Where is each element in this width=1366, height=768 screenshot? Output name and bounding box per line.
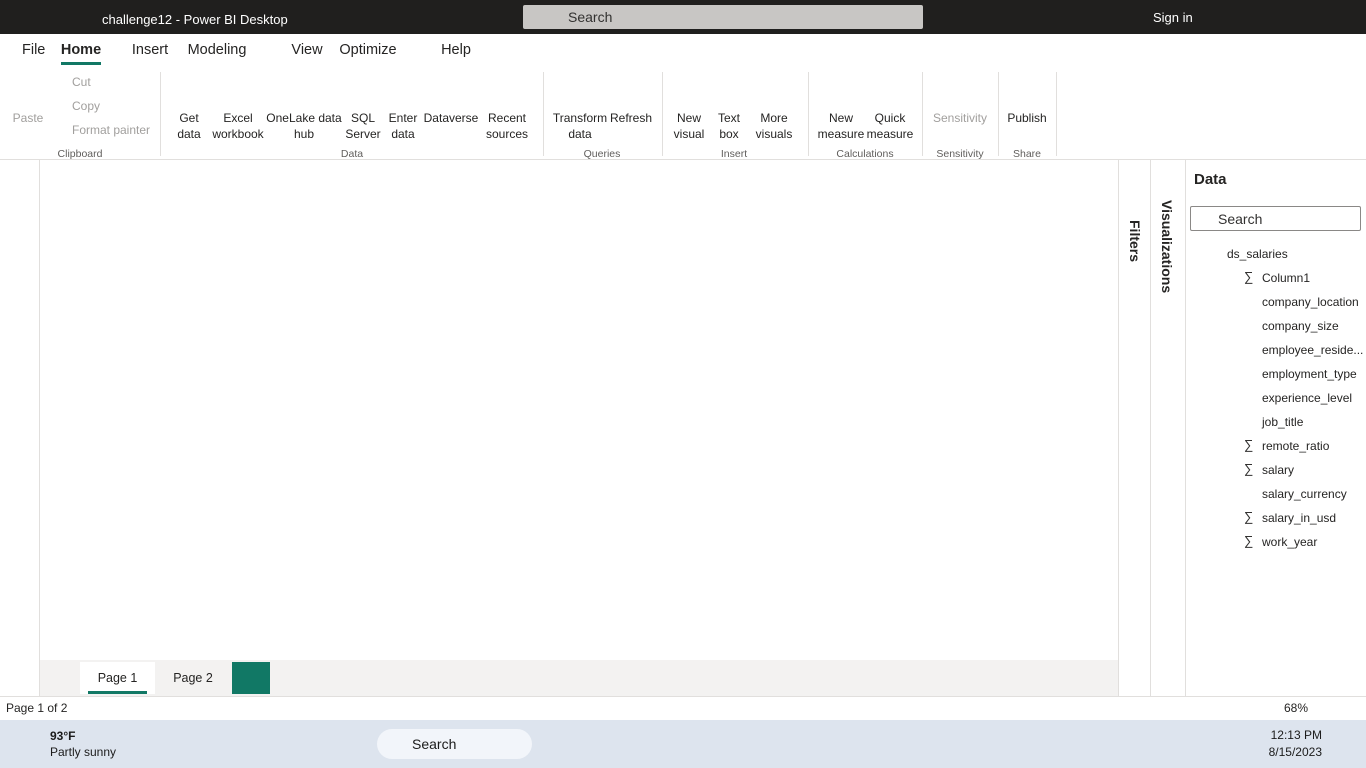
ribbon-separator	[662, 72, 663, 156]
ribbon-button[interactable]: Paste	[12, 111, 44, 125]
ribbon-button[interactable]: Quick measure	[866, 111, 914, 141]
ribbon-button[interactable]: Copy	[72, 99, 101, 113]
ribbon-button[interactable]: New measure	[817, 111, 865, 141]
page-tab-label[interactable]: Page 1	[97, 671, 138, 685]
ribbon-button[interactable]: Get data	[177, 111, 201, 141]
clock-date: 8/15/2023	[1268, 745, 1322, 759]
ribbon-button[interactable]: Refresh	[609, 111, 653, 125]
title-search[interactable]	[523, 5, 923, 29]
menu-item[interactable]: Insert	[131, 42, 169, 58]
field-name[interactable]: employment_type	[1262, 367, 1357, 381]
ribbon	[0, 68, 1366, 160]
field-name[interactable]: job_title	[1262, 415, 1304, 429]
ribbon-button[interactable]: Excel workbook	[212, 111, 264, 141]
field-name[interactable]: experience_level	[1262, 391, 1353, 405]
ribbon-button[interactable]: Publish	[1007, 111, 1047, 125]
ribbon-separator	[1056, 72, 1057, 156]
sum-icon: ∑	[1244, 461, 1254, 476]
active-page-underline	[88, 691, 147, 694]
side-panes	[1118, 160, 1366, 696]
menu-item[interactable]: Modeling	[187, 42, 247, 58]
weather-text: Partly sunny	[50, 745, 117, 759]
ribbon-button[interactable]: New visual	[673, 111, 705, 141]
ribbon-button[interactable]: SQL Server	[345, 111, 381, 141]
ribbon-button[interactable]: Format painter	[72, 123, 151, 137]
field-name[interactable]: work_year	[1262, 535, 1318, 549]
page-tabs-bar	[40, 660, 1118, 696]
menu-item[interactable]: View	[291, 42, 323, 58]
ribbon-group-label: Queries	[583, 148, 621, 160]
ribbon-button[interactable]: Sensitivity	[932, 111, 988, 125]
field-name[interactable]: employee_reside...	[1262, 343, 1364, 357]
sign-in[interactable]: Sign in	[1153, 10, 1193, 25]
data-pane-title: Data	[1194, 171, 1227, 188]
ribbon-group-label: Clipboard	[57, 148, 103, 160]
ribbon-button[interactable]: Transform data	[552, 111, 608, 141]
ribbon-button[interactable]: Text box	[717, 111, 740, 141]
field-name[interactable]: company_size	[1262, 319, 1339, 333]
menu-item[interactable]: File	[22, 42, 46, 58]
ribbon-group-label: Share	[1012, 148, 1042, 160]
ribbon-group-label: Sensitivity	[936, 148, 984, 160]
menu-item[interactable]: Home	[60, 42, 102, 58]
field-name[interactable]: company_location	[1262, 295, 1359, 309]
data-search[interactable]	[1190, 206, 1361, 231]
visualizations-pane-label[interactable]: Visualizations	[1159, 200, 1175, 294]
sum-icon: ∑	[1244, 269, 1254, 284]
clock-time: 12:13 PM	[1270, 728, 1322, 742]
menu-item[interactable]: Optimize	[339, 42, 397, 58]
filters-pane-label vt[interactable]: Filters	[1127, 220, 1143, 263]
weather-temp: 93°F	[50, 729, 76, 743]
ribbon-separator	[543, 72, 544, 156]
new-page[interactable]	[232, 662, 270, 694]
ribbon-separator	[922, 72, 923, 156]
status-bar	[0, 696, 1366, 720]
menu-item[interactable]: Help	[441, 42, 471, 58]
title-search-text: Search	[568, 9, 613, 25]
table-name[interactable]: ds_salaries	[1227, 247, 1288, 261]
ribbon-separator	[998, 72, 999, 156]
ribbon-button[interactable]: Cut	[72, 75, 91, 89]
taskbar	[0, 720, 1366, 768]
page-tab-label[interactable]: Page 2	[173, 671, 213, 685]
ribbon-group-label: Insert	[720, 148, 748, 160]
ribbon-button[interactable]: More visuals	[755, 111, 793, 141]
canvas-area	[40, 160, 1118, 660]
sum-icon: ∑	[1244, 533, 1254, 548]
sum-icon: ∑	[1244, 437, 1254, 452]
page-indicator: Page 1 of 2	[6, 701, 68, 715]
ribbon-separator	[808, 72, 809, 156]
field-name[interactable]: salary	[1262, 463, 1295, 477]
page-tab[interactable]	[80, 662, 155, 694]
ribbon-group-label: Calculations	[836, 148, 894, 160]
field-name[interactable]: salary_in_usd	[1262, 511, 1337, 525]
sum-icon: ∑	[1244, 509, 1254, 524]
field-name[interactable]: Column1	[1262, 271, 1311, 285]
ribbon-button[interactable]: Dataverse	[423, 111, 479, 125]
field-name[interactable]: salary_currency	[1262, 487, 1347, 501]
taskbar-search[interactable]	[377, 729, 532, 759]
ribbon-separator	[160, 72, 161, 156]
ribbon-button[interactable]: Recent sources	[485, 111, 529, 141]
ribbon-button[interactable]: Enter data	[388, 111, 418, 141]
ribbon-button[interactable]: OneLake data hub	[266, 111, 342, 141]
taskbar-search-text: Search	[412, 736, 457, 752]
window-title: challenge12 - Power BI Desktop	[102, 12, 288, 27]
ribbon-group-label: Data	[340, 148, 364, 160]
field-name[interactable]: remote_ratio	[1262, 439, 1330, 453]
active-tab-underline	[61, 62, 101, 65]
data-search-text: Search	[1218, 211, 1263, 227]
pane-divider	[1185, 160, 1186, 696]
zoom-level: 68%	[1284, 701, 1309, 715]
left-rail	[0, 160, 40, 697]
pane-divider	[1150, 160, 1151, 696]
